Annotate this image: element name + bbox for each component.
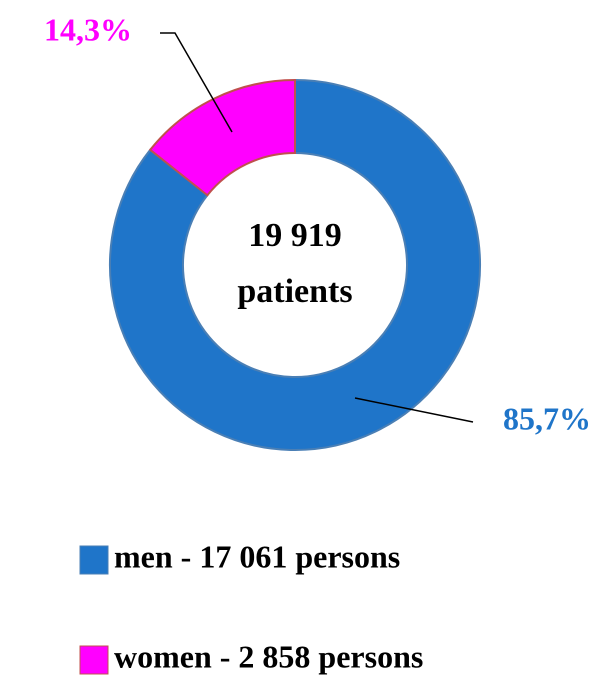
legend-label: women - 2 858 persons xyxy=(114,638,423,674)
center-text: 19 919 xyxy=(248,217,342,254)
legend-swatch xyxy=(79,545,109,575)
value-label: 85,7% xyxy=(503,400,591,436)
slice xyxy=(148,78,296,197)
leader-line xyxy=(354,397,474,423)
leader-line xyxy=(160,32,233,133)
center-text: patients xyxy=(237,273,352,310)
slice xyxy=(109,78,481,451)
legend-swatch xyxy=(79,645,109,675)
legend-label: men - 17 061 persons xyxy=(114,538,400,574)
value-label: 14,3% xyxy=(44,11,132,47)
